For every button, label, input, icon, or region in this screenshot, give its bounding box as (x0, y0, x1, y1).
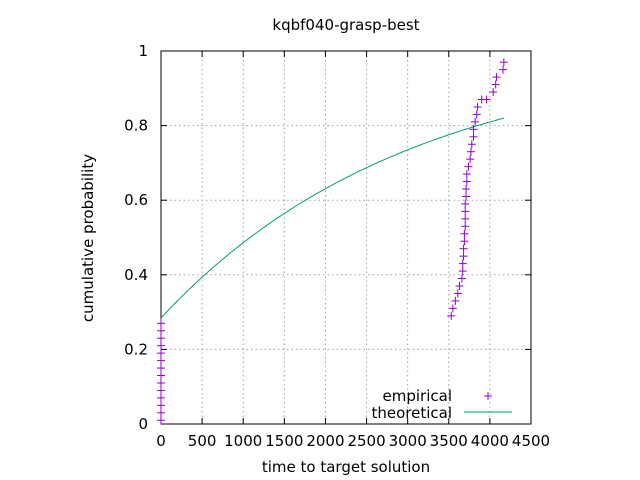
empirical-point (157, 356, 165, 365)
empirical-point (447, 311, 456, 320)
empirical-point (455, 281, 464, 290)
empirical-point (471, 117, 480, 126)
empirical-point (457, 274, 466, 283)
y-tick-labels: 0 0.2 0.4 0.6 0.8 1 (124, 42, 148, 433)
x-tick-labels: 0 500 1000 1500 2000 2500 3000 3500 4000 4500 (156, 432, 550, 450)
empirical-point (157, 319, 165, 328)
y-tick-label: 0.8 (124, 117, 148, 135)
x-tick-label: 2500 (347, 432, 385, 450)
empirical-point (499, 65, 508, 74)
y-tick-label: 1 (138, 42, 148, 60)
empirical-point (482, 95, 491, 104)
empirical-point (157, 341, 165, 350)
empirical-point (467, 140, 476, 149)
empirical-point (461, 207, 470, 216)
empirical-point (157, 334, 165, 343)
empirical-point (453, 289, 462, 298)
legend: empirical theoretical (371, 387, 512, 422)
x-axis-title: time to target solution (262, 458, 430, 476)
empirical-point (462, 185, 471, 194)
empirical-point (461, 214, 470, 223)
empirical-point (489, 88, 498, 97)
empirical-point (157, 349, 165, 358)
empirical-point (157, 393, 165, 402)
x-tick-label: 1500 (265, 432, 303, 450)
empirical-point (461, 222, 470, 231)
empirical-point (466, 155, 475, 164)
x-tick-label: 1000 (224, 432, 262, 450)
x-tick-label: 0 (156, 432, 166, 450)
empirical-point (469, 132, 478, 141)
empirical-point (462, 177, 471, 186)
empirical-point (157, 408, 165, 417)
empirical-point (473, 102, 482, 111)
empirical-point (157, 378, 165, 387)
x-tick-label: 3000 (389, 432, 427, 450)
empirical-point (448, 304, 457, 313)
empirical-point (472, 110, 481, 119)
empirical-point (157, 364, 165, 373)
y-tick-label: 0.2 (124, 340, 148, 358)
series-layer (157, 58, 508, 425)
legend-empirical-marker (484, 392, 492, 400)
axis-ticks (160, 50, 532, 425)
empirical-point (492, 73, 501, 82)
empirical-point (459, 252, 468, 261)
plot-frame (160, 50, 532, 425)
y-tick-label: 0.6 (124, 191, 148, 209)
empirical-point (157, 416, 165, 425)
empirical-point (461, 199, 470, 208)
legend-empirical-label: empirical (383, 387, 452, 405)
empirical-point (460, 237, 469, 246)
x-tick-label: 500 (188, 432, 217, 450)
y-axis-title: cumulative probability (79, 154, 97, 322)
empirical-point (157, 326, 165, 335)
empirical-point (499, 58, 508, 67)
empirical-point (458, 259, 467, 268)
x-tick-label: 3500 (430, 432, 468, 450)
x-tick-label: 2000 (306, 432, 344, 450)
empirical-point (458, 267, 467, 276)
y-tick-label: 0.4 (124, 266, 148, 284)
empirical-point (157, 371, 165, 380)
empirical-point (464, 162, 473, 171)
x-tick-label: 4000 (471, 432, 509, 450)
empirical-point (462, 192, 471, 201)
empirical-point (491, 80, 500, 89)
y-tick-label: 0 (138, 415, 148, 433)
empirical-point (469, 125, 478, 134)
legend-theoretical-label: theoretical (371, 404, 452, 422)
empirical-point (460, 229, 469, 238)
theoretical-curve (160, 117, 505, 319)
empirical-point (462, 170, 471, 179)
grid (161, 51, 531, 424)
empirical-point (157, 386, 165, 395)
empirical-point (459, 244, 468, 253)
empirical-point (466, 147, 475, 156)
x-tick-label: 4500 (512, 432, 550, 450)
chart-title: kqbf040-grasp-best (272, 16, 419, 34)
empirical-point (157, 401, 165, 410)
empirical-point (451, 296, 460, 305)
